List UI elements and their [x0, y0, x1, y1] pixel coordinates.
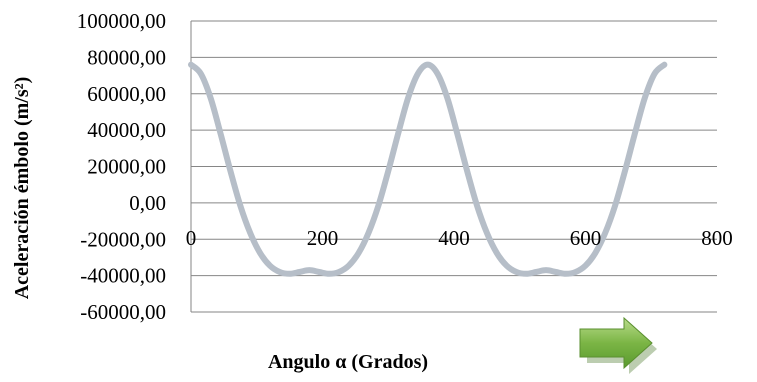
series-line — [188, 61, 668, 277]
y-tick-label: 0,00 — [129, 191, 166, 215]
y-tick-label: -20000,00 — [80, 227, 166, 251]
y-tick-label: 80000,00 — [87, 45, 166, 69]
tick-labels: 100000,0080000,0060000,0040000,0020000,0… — [77, 9, 733, 324]
y-tick-label: -40000,00 — [80, 264, 166, 288]
right-arrow-icon — [579, 316, 657, 374]
y-tick-label: 60000,00 — [87, 82, 166, 106]
x-axis-title: Angulo α (Grados) — [268, 351, 428, 373]
series-layer — [188, 61, 668, 277]
x-tick-label: 600 — [570, 226, 602, 250]
y-tick-label: 40000,00 — [87, 118, 166, 142]
grid-lines — [190, 20, 717, 313]
x-tick-label: 400 — [438, 226, 470, 250]
y-tick-label: -60000,00 — [80, 300, 166, 324]
y-tick-label: 20000,00 — [87, 155, 166, 179]
x-tick-label: 0 — [186, 226, 197, 250]
x-tick-label: 200 — [307, 226, 339, 250]
x-tick-label: 800 — [701, 226, 733, 250]
y-axis-title: Aceleración émbolo (m/s²) — [11, 77, 33, 300]
y-tick-label: 100000,00 — [77, 9, 166, 33]
